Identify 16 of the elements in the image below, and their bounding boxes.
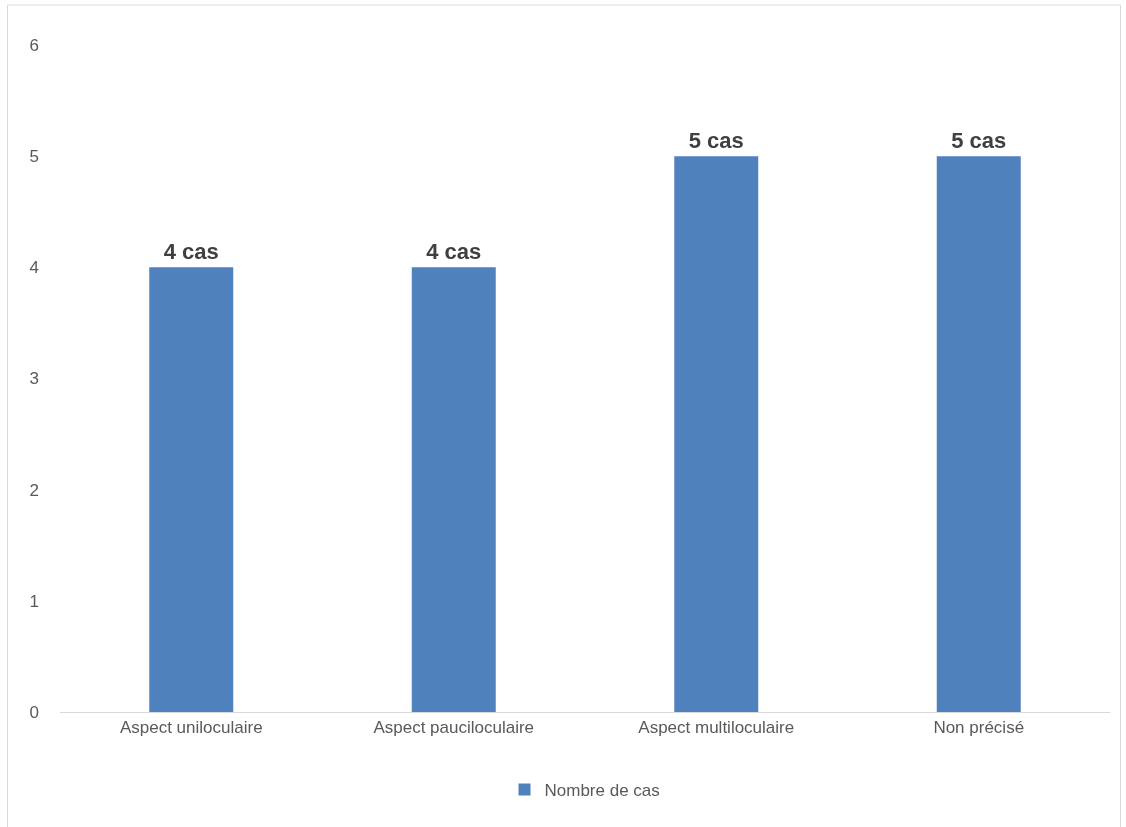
y-tick-label: 4	[29, 258, 39, 278]
y-tick-label: 5	[29, 147, 39, 167]
legend-label: Nombre de cas	[544, 781, 660, 801]
data-label: 4 cas	[426, 239, 482, 265]
x-tick-label: Aspect pauciloculaire	[373, 718, 535, 738]
y-tick-label: 3	[29, 369, 39, 389]
y-tick-label: 1	[29, 591, 39, 611]
y-tick-label: 0	[29, 702, 39, 722]
x-tick-label: Aspect multiloculaire	[638, 718, 795, 738]
data-label: 4 cas	[163, 239, 219, 265]
x-tick-label: Aspect uniloculaire	[119, 718, 263, 738]
data-label: 5 cas	[688, 128, 744, 154]
y-tick-label: 2	[29, 480, 39, 500]
x-tick-label: Non précisé	[933, 718, 1025, 738]
data-label: 5 cas	[951, 128, 1007, 154]
y-tick-label: 6	[29, 35, 39, 55]
